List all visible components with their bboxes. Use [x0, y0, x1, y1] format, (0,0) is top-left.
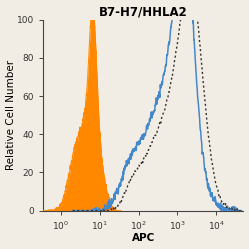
Title: B7-H7/HHLA2: B7-H7/HHLA2 [99, 5, 188, 19]
Y-axis label: Relative Cell Number: Relative Cell Number [5, 60, 15, 170]
X-axis label: APC: APC [132, 234, 155, 244]
